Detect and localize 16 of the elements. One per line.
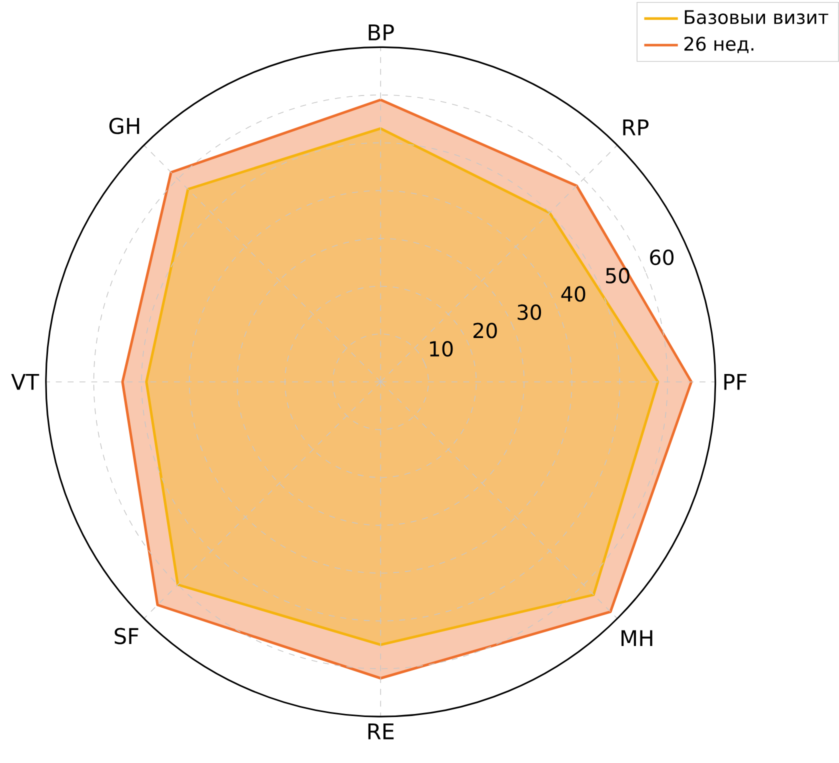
legend-label: 26 нед. [684, 36, 754, 54]
y-tick-label: 60 [650, 250, 674, 266]
spoke-label: VT [11, 374, 40, 390]
spoke-label: MH [622, 630, 652, 646]
y-tick-label: 30 [518, 304, 542, 320]
spoke-label: RE [368, 724, 394, 740]
y-tick-label: 40 [561, 286, 586, 302]
legend-label: Базовыи визит [684, 10, 828, 24]
spoke-label: RP [623, 120, 648, 136]
spoke-label: BP [368, 24, 394, 41]
spoke-label: PF [724, 374, 746, 390]
y-tick-label: 20 [473, 322, 497, 339]
spoke-label: SF [114, 628, 138, 645]
y-tick-label: 10 [430, 341, 453, 357]
y-tick-label: 50 [606, 268, 630, 284]
spoke-label: GH [109, 118, 140, 134]
